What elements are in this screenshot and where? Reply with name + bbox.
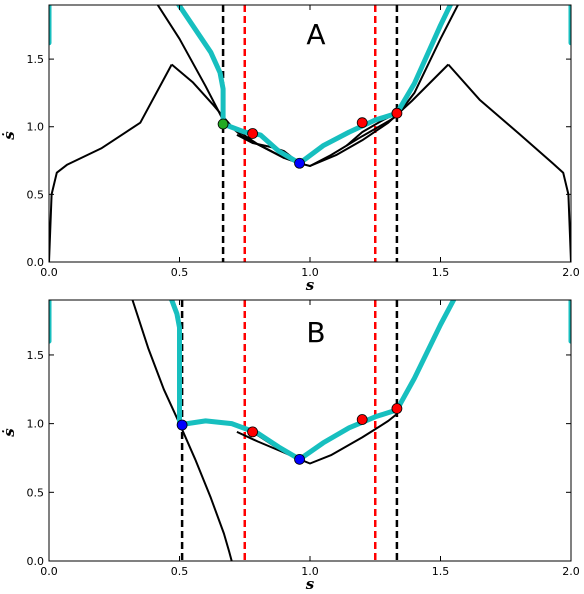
marker-point-1 <box>247 128 258 139</box>
marker-point-0 <box>217 118 229 130</box>
marker-point-2 <box>294 157 305 169</box>
y-axis-label: ṡ <box>0 131 18 140</box>
x-tick-label: 1.0 <box>301 266 319 279</box>
x-tick-label: 0.5 <box>171 266 189 279</box>
black-curve-1 <box>171 63 300 165</box>
cyan-curve-1 <box>175 5 454 166</box>
chart-panel-a: 0.0 0.5 1.0 1.5 2.0 0.0 0.5 1.0 1.5 s ṡ A <box>0 4 580 294</box>
x-axis-label: s <box>306 276 315 294</box>
marker-point-1 <box>247 426 258 438</box>
x-tick-label: 1.5 <box>432 565 450 578</box>
x-tick-label: 0.0 <box>40 266 58 279</box>
black-curve-4 <box>309 63 450 167</box>
marker-point-3 <box>356 117 368 129</box>
marker-point-3 <box>356 414 368 425</box>
y-tick-label: 1.0 <box>27 418 45 431</box>
x-tick-label: 0.5 <box>171 565 189 578</box>
x-tick-label: 1.0 <box>301 565 319 578</box>
y-tick-label: 0.0 <box>27 256 45 269</box>
black-curve-2 <box>156 5 300 165</box>
plot-area <box>49 5 571 262</box>
marker-point-2 <box>294 453 305 465</box>
cyan-curve-1 <box>169 300 457 462</box>
marker-point-0 <box>176 419 188 431</box>
x-tick-label: 0.0 <box>40 565 58 578</box>
chart-panel-b: 0.0 0.5 1.0 1.5 2.0 0.0 0.5 1.0 1.5 s ṡ B <box>0 299 580 593</box>
x-tick-label: 2.0 <box>562 565 580 578</box>
x-tick-label: 1.5 <box>432 266 450 279</box>
y-axis-label: ṡ <box>0 428 18 437</box>
black-curve-0 <box>49 64 173 262</box>
black-curve-7 <box>447 63 571 262</box>
black-curve-1 <box>236 413 398 465</box>
marker-point-4 <box>391 107 403 119</box>
y-tick-label: 1.5 <box>27 349 45 362</box>
marker-point-4 <box>391 403 403 414</box>
y-tick-label: 0.5 <box>27 188 45 201</box>
panel-label: B <box>306 316 325 349</box>
y-tick-label: 1.5 <box>27 53 45 66</box>
y-tick-label: 0.0 <box>27 555 45 568</box>
panel-label: A <box>306 18 325 51</box>
plot-area <box>49 300 571 561</box>
y-tick-label: 0.5 <box>27 486 45 499</box>
y-tick-label: 1.0 <box>27 121 45 134</box>
black-curve-0 <box>131 300 233 561</box>
x-tick-label: 2.0 <box>562 266 580 279</box>
x-axis-label: s <box>306 575 315 593</box>
